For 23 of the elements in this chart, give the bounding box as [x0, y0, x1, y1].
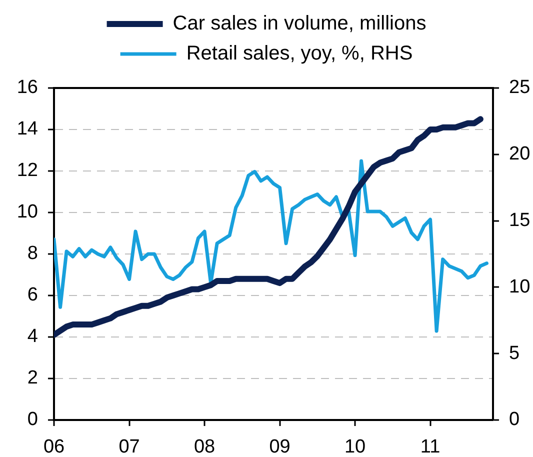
legend-label: Retail sales, yoy, %, RHS: [186, 42, 413, 65]
x-tick-label: 08: [194, 436, 216, 457]
y-tick-label: 0: [27, 409, 38, 430]
x-tick-label: 06: [43, 436, 65, 457]
y2-tick-label: 25: [509, 77, 530, 98]
x-tick-label: 09: [269, 436, 290, 457]
x-tick-label: 10: [344, 436, 366, 457]
x-tick-label: 11: [420, 436, 440, 457]
y-tick-label: 12: [16, 160, 38, 182]
y-tick-label: 14: [16, 118, 38, 140]
y-tick-label: 16: [16, 77, 38, 98]
y-tick-label: 4: [27, 326, 38, 348]
y2-tick-label: 5: [509, 342, 520, 364]
y2-tick-label: 0: [509, 409, 520, 430]
x-tick-label: 07: [118, 436, 140, 457]
y2-tick-label: 15: [509, 210, 530, 232]
y-tick-label: 2: [27, 368, 38, 389]
y2-tick-label: 10: [509, 276, 530, 298]
y2-tick-label: 20: [509, 144, 530, 165]
legend-label: Car sales in volume, millions: [172, 12, 426, 35]
y-tick-label: 6: [27, 284, 38, 306]
y-tick-label: 8: [27, 243, 38, 264]
y-tick-label: 10: [16, 202, 38, 223]
